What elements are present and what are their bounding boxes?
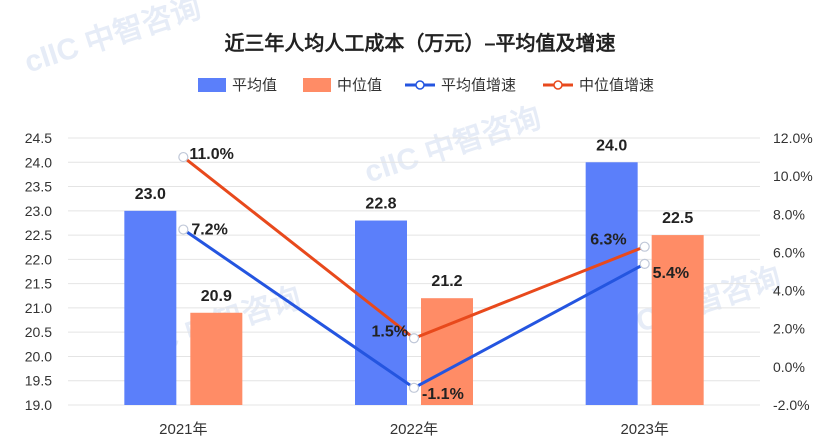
bar: [421, 298, 473, 405]
left-tick-label: 20.5: [25, 324, 52, 340]
left-tick-label: 19.0: [25, 397, 52, 413]
bars: [124, 162, 704, 405]
right-tick-label: 8.0%: [773, 206, 805, 222]
left-tick-label: 24.0: [25, 154, 52, 170]
line-point: [408, 333, 420, 344]
legend-label: 平均值增速: [441, 77, 516, 94]
line-data-label: 7.2%: [191, 222, 227, 239]
left-tick-label: 21.0: [25, 300, 52, 316]
data-labels: 23.0 22.8 24.0 20.9 21.2 22.5 7.2% -1.1% 5.4% 11.…: [135, 137, 694, 403]
line-data-label: 1.5%: [372, 323, 408, 340]
bar: [190, 312, 243, 405]
left-tick-label: 23.0: [25, 203, 52, 219]
line-data-label: 11.0%: [189, 146, 233, 163]
right-tick-label: 6.0%: [773, 244, 805, 260]
left-tick-label: 23.5: [25, 179, 52, 195]
bar: [651, 235, 704, 405]
right-tick-label: 4.0%: [773, 283, 805, 299]
legend-label: 中位值增速: [579, 77, 654, 94]
category-label: 2023年: [620, 421, 668, 438]
series-line: [182, 155, 646, 340]
bar: [585, 162, 638, 405]
line-data-label: 6.3%: [590, 232, 626, 249]
legend-marker: [553, 80, 563, 90]
legend-swatch: [198, 78, 226, 92]
bar-data-label: 22.5: [662, 210, 693, 227]
category-label: 2021年: [159, 421, 207, 438]
chart-title: 近三年人均人工成本（万元）–平均值及增速: [224, 31, 615, 55]
series-line: [182, 228, 646, 390]
right-tick-label: 0.0%: [773, 359, 805, 375]
x-axis: 2021年 2022年 2023年: [159, 421, 669, 438]
left-axis: 19.0 19.5 20.0 20.5 21.0 21.5 22.0 22.5 23.0 23.5…: [25, 130, 52, 413]
line-point: [639, 241, 650, 252]
left-tick-label: 20.0: [25, 348, 52, 364]
legend: 平均值 中位值 平均值增速 中位值增速: [198, 77, 654, 94]
legend-swatch: [303, 78, 331, 92]
line-point: [178, 151, 189, 163]
line-point: [408, 382, 420, 393]
bar-data-label: 24.0: [596, 137, 627, 154]
right-axis: -2.0% 0.0% 2.0% 4.0% 6.0% 8.0% 10.0% 12.0%: [773, 130, 813, 413]
left-tick-label: 22.5: [25, 227, 52, 243]
bar-data-label: 22.8: [365, 196, 396, 213]
right-tick-label: 10.0%: [773, 168, 813, 184]
right-tick-label: 2.0%: [773, 321, 805, 337]
grid: [68, 137, 760, 406]
left-tick-label: 21.5: [25, 276, 52, 292]
right-tick-label: -2.0%: [773, 397, 810, 413]
bar-data-label: 23.0: [135, 186, 166, 203]
bar: [124, 210, 177, 405]
right-tick-label: 12.0%: [773, 130, 813, 146]
bar-data-label: 20.9: [201, 288, 232, 305]
category-label: 2022年: [390, 421, 438, 438]
legend-marker: [415, 80, 425, 90]
line-point: [178, 224, 189, 235]
lines: [178, 151, 650, 393]
legend-label: 中位值: [337, 77, 382, 94]
line-data-label: -1.1%: [422, 386, 464, 403]
line-data-label: 5.4%: [653, 265, 689, 282]
left-tick-label: 24.5: [25, 130, 52, 146]
legend-label: 平均值: [232, 77, 277, 94]
line-point: [639, 258, 650, 269]
left-tick-label: 19.5: [25, 373, 52, 389]
bar-data-label: 21.2: [431, 273, 462, 290]
left-tick-label: 22.0: [25, 251, 52, 267]
